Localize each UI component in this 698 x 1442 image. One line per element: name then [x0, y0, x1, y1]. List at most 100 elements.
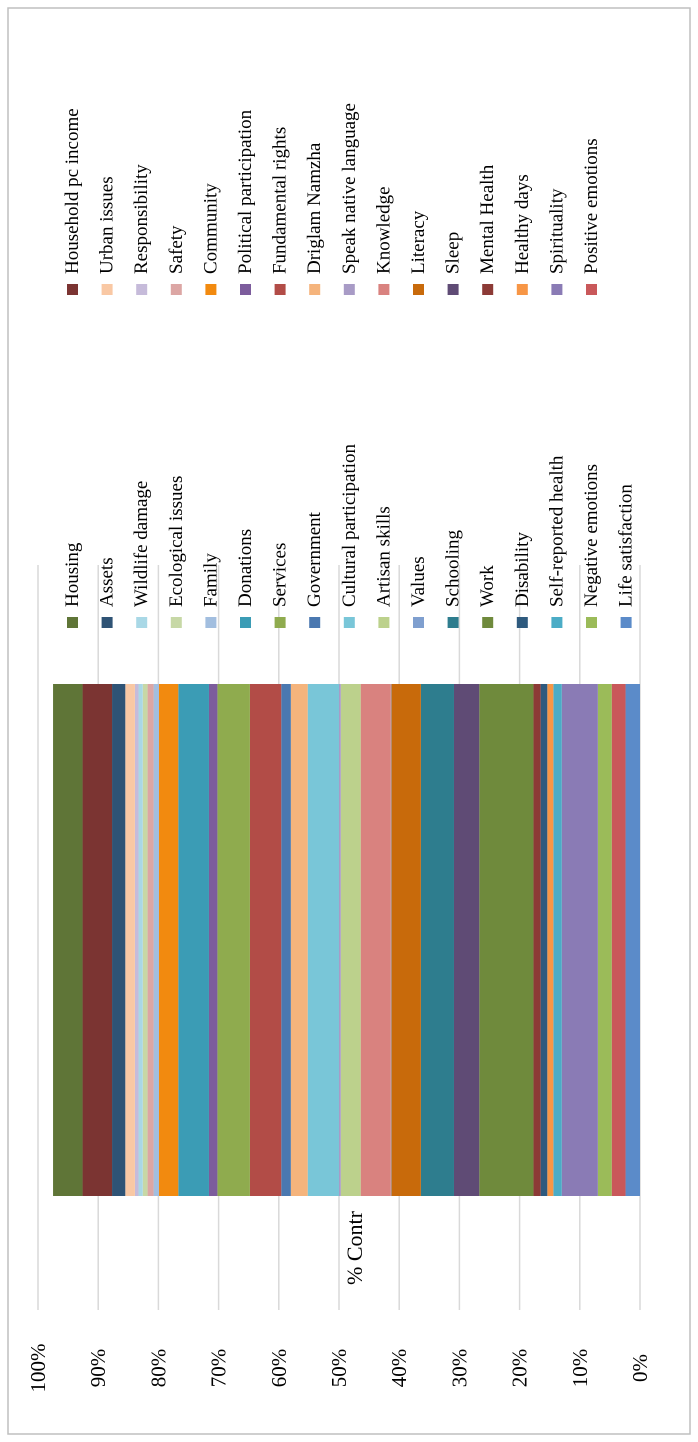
legend-item: Assets [97, 557, 118, 628]
legend-swatch [516, 284, 528, 295]
bar-segment [307, 684, 339, 1196]
legend-item: Government [304, 511, 325, 628]
bar-segment [479, 684, 534, 1196]
legend-swatch [551, 284, 563, 295]
legend-label: Positive emotions [581, 138, 602, 274]
bar-segment [208, 684, 218, 1196]
legend-swatch [586, 284, 597, 295]
legend-item: Spirituality [546, 188, 567, 295]
bar-segment [142, 684, 148, 1196]
legend-label: Artisan skills [373, 506, 394, 607]
y-tick-label: 30% [447, 1349, 471, 1388]
legend: Housing Assets Wildlife damage Ecological i… [62, 103, 637, 628]
y-tick-label: 60% [267, 1349, 291, 1388]
bar-segment [420, 684, 454, 1196]
legend-label: Life satisfaction [616, 484, 637, 607]
bar-segment [360, 684, 391, 1196]
legend-swatch [136, 617, 148, 628]
legend-item: Negative emotions [581, 464, 602, 628]
legend-swatch [413, 284, 424, 295]
legend-item: Urban issues [97, 176, 118, 295]
bar-segment [138, 684, 143, 1196]
bar-segment [340, 684, 361, 1196]
legend-label: Political participation [235, 109, 256, 274]
legend-swatch [240, 284, 251, 295]
bar-segment [540, 684, 548, 1196]
legend-label: Urban issues [97, 176, 118, 274]
legend-label: Self-reported health [546, 455, 567, 607]
y-tick-label: 90% [86, 1349, 110, 1388]
bar-segment [339, 684, 341, 1196]
y-tick-label: 0% [628, 1354, 652, 1382]
legend-swatch [482, 617, 494, 628]
legend-item: Work [477, 565, 498, 628]
legend-swatch [67, 617, 78, 628]
bar-segment [134, 684, 139, 1196]
legend-label: Responsibility [131, 164, 152, 274]
bar-segment [547, 684, 554, 1196]
legend-item: Household pc income [62, 108, 83, 295]
bar-segment [125, 684, 135, 1196]
bar-segment [453, 684, 480, 1196]
bar-segment [53, 684, 83, 1196]
legend-swatch [309, 617, 321, 628]
legend-item: Positive emotions [581, 138, 602, 295]
legend-swatch [101, 617, 113, 628]
bar-segment [217, 684, 250, 1196]
legend-item: Values [408, 556, 429, 628]
legend-label: Work [477, 565, 498, 607]
legend-swatch [205, 284, 217, 295]
legend-label: Schooling [443, 529, 464, 607]
legend-label: Values [408, 556, 429, 607]
bar-segment [611, 684, 626, 1196]
y-tick-label: 20% [508, 1349, 532, 1388]
legend-item: Cultural participation [339, 443, 360, 628]
legend-label: Healthy days [512, 174, 533, 274]
legend-item: Political participation [235, 109, 256, 295]
legend-swatch [516, 617, 528, 628]
legend-swatch [136, 284, 148, 295]
legend-item: Family [200, 553, 221, 628]
legend-swatch [413, 617, 424, 628]
legend-item: Life satisfaction [616, 484, 637, 628]
legend-swatch [274, 617, 286, 628]
bar-segment [290, 684, 308, 1196]
legend-label: Negative emotions [581, 464, 602, 607]
legend-swatch [67, 284, 78, 295]
y-tick-label: 40% [387, 1349, 411, 1388]
legend-label: Services [270, 543, 291, 607]
legend-label: Speak native language [339, 103, 360, 274]
bar-segment [553, 684, 562, 1196]
legend-item: Mental Health [477, 164, 498, 295]
legend-swatch [101, 284, 113, 295]
legend-swatch [343, 284, 355, 295]
y-tick-label: 10% [568, 1349, 592, 1388]
legend-swatch [378, 284, 390, 295]
legend-item: Artisan skills [373, 506, 394, 628]
legend-swatch [170, 284, 182, 295]
legend-label: Cultural participation [339, 443, 360, 607]
legend-swatch [551, 617, 563, 628]
legend-swatch [274, 284, 286, 295]
legend-label: Government [304, 511, 325, 607]
legend-swatch [447, 284, 459, 295]
legend-item: Speak native language [339, 103, 360, 295]
y-tick-label: 80% [146, 1349, 170, 1388]
legend-swatch [482, 284, 494, 295]
bar-segments [53, 684, 640, 1196]
legend-item: Ecological issues [166, 476, 187, 628]
bar-segment [391, 684, 421, 1196]
legend-label: Household pc income [62, 108, 83, 274]
legend-label: Wildlife damage [131, 481, 152, 607]
legend-label: Family [200, 553, 221, 607]
bar-segment [82, 684, 113, 1196]
legend-item: Fundamental rights [270, 127, 291, 295]
legend-swatch [170, 617, 182, 628]
legend-label: Assets [97, 557, 118, 607]
y-tick-label: 50% [327, 1349, 351, 1388]
bar-segment [153, 684, 160, 1196]
bar-segment [112, 684, 126, 1196]
bar-segment [625, 684, 640, 1196]
legend-swatch [240, 617, 251, 628]
